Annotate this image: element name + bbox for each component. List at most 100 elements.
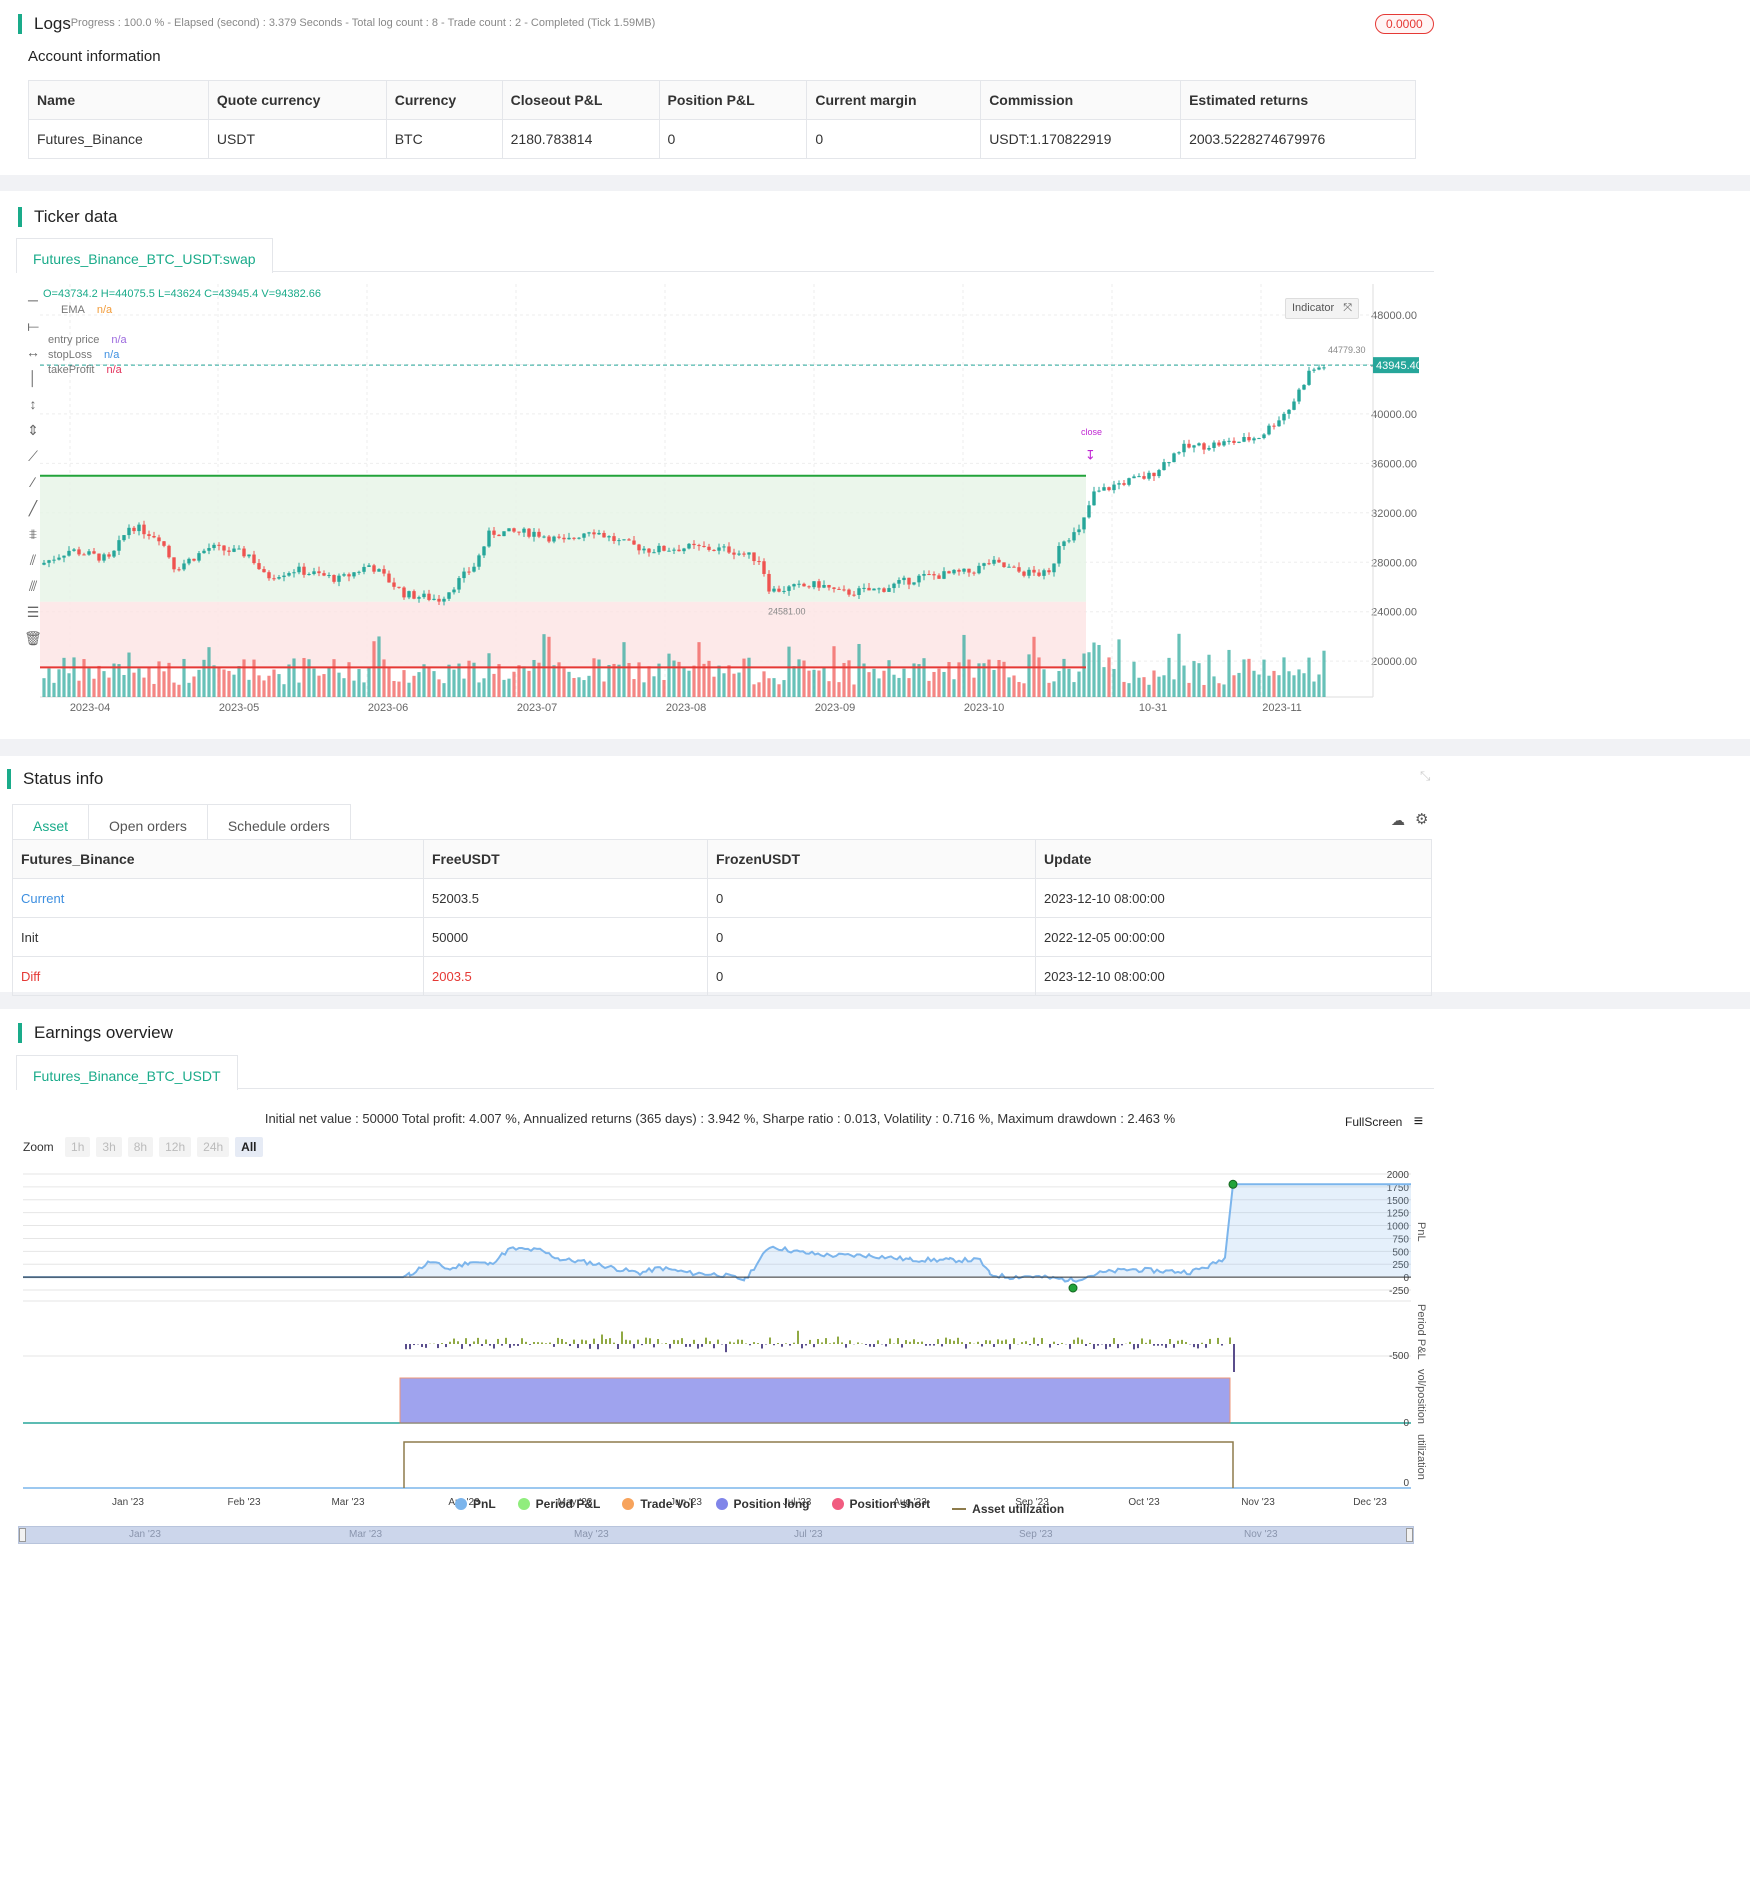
vertical-ray-icon[interactable]: ⇕ <box>27 422 39 438</box>
volume-bar <box>552 665 556 697</box>
fullscreen-button[interactable]: FullScreen ≡ <box>1345 1113 1423 1131</box>
volume-bar <box>407 682 411 697</box>
trend-line-icon[interactable]: ⟋ <box>28 448 38 464</box>
fib-retracement-icon[interactable]: ☰ <box>26 604 40 620</box>
candle-body <box>1137 476 1141 478</box>
volume-bar <box>1047 682 1051 697</box>
volume-bar <box>1277 675 1281 697</box>
status-tab[interactable]: Schedule orders <box>206 804 351 847</box>
gear-icon[interactable]: ⚙ <box>1415 811 1429 828</box>
volume-bar <box>1077 671 1081 697</box>
period-bar <box>701 1344 703 1347</box>
navigator-right-handle[interactable] <box>1406 1528 1413 1542</box>
candle-body <box>1297 389 1301 402</box>
candlestick-chart[interactable]: 48000.0044000.0040000.0036000.0032000.00… <box>40 279 1440 739</box>
parallel-channel-icon[interactable]: ⫽ <box>29 552 37 568</box>
navigator-left-handle[interactable] <box>19 1528 26 1542</box>
logs-badge[interactable]: 0.0000 <box>1375 14 1434 34</box>
ticker-tab[interactable]: Futures_Binance_BTC_USDT:swap <box>16 238 273 273</box>
period-bar <box>1221 1344 1223 1346</box>
earnings-tab[interactable]: Futures_Binance_BTC_USDT <box>16 1055 238 1090</box>
candle-body <box>142 524 146 535</box>
candle-body <box>1262 434 1266 439</box>
legend-item[interactable]: Position short <box>831 1497 930 1511</box>
candle-body <box>1317 367 1321 370</box>
candle-body <box>922 574 926 576</box>
close-marker-label: close <box>1081 427 1102 437</box>
volume-bar <box>1302 673 1306 697</box>
pnl-tick-label: 0 <box>1403 1273 1409 1284</box>
util-tick-label: 0 <box>1403 1478 1409 1489</box>
trash-icon[interactable]: 🗑 <box>24 630 42 646</box>
period-bar <box>505 1337 507 1344</box>
cloud-download-icon[interactable]: ☁ <box>1391 812 1405 828</box>
volume-bar <box>877 678 881 697</box>
horizontal-ray-icon[interactable]: ⟝ <box>27 318 39 334</box>
candle-body <box>322 573 326 576</box>
candle-body <box>1227 440 1231 442</box>
zoom-button-All[interactable]: All <box>235 1137 263 1157</box>
volume-bar <box>427 667 431 697</box>
volume-bar <box>897 677 901 697</box>
candle-body <box>1047 570 1051 573</box>
util-line <box>403 1441 1234 1488</box>
account-cell: 0 <box>658 119 808 159</box>
period-bar <box>1053 1341 1055 1344</box>
indicator-legend-item: stopLoss n/a <box>48 348 127 363</box>
ray-line-icon[interactable]: ∕ <box>31 474 35 490</box>
period-bar <box>693 1339 695 1344</box>
legend-item[interactable]: Trade Vol <box>622 1497 694 1511</box>
x-tick-label: 2023-09 <box>815 702 855 714</box>
legend-item[interactable]: Period P&L <box>517 1497 600 1511</box>
candle-body <box>872 588 876 591</box>
zoom-button-8h[interactable]: 8h <box>127 1137 154 1157</box>
indicator-legend-item: EMA n/a <box>48 303 127 318</box>
candle-body <box>242 548 246 557</box>
period-bar <box>409 1344 411 1350</box>
candle-body <box>692 543 696 546</box>
candle-body <box>1252 438 1256 441</box>
extended-line-icon[interactable]: ╱ <box>28 500 38 516</box>
volume-bar <box>517 665 521 697</box>
volume-bar <box>1187 682 1191 697</box>
legend-dot-symbol <box>517 1498 530 1510</box>
indicator-button[interactable]: Indicator ⤧ <box>1285 298 1360 319</box>
legend-item[interactable]: Asset utilization <box>952 1502 1064 1516</box>
vertical-segment-icon[interactable]: ↕ <box>29 396 37 412</box>
volume-bar <box>752 684 756 697</box>
candle-body <box>207 548 211 551</box>
volume-bar <box>262 680 266 697</box>
legend-item[interactable]: Position long <box>715 1497 810 1511</box>
y-tick-label: 40000.00 <box>1371 409 1417 421</box>
legend-item[interactable]: PnL <box>455 1497 496 1511</box>
horizontal-line-icon[interactable]: ─ <box>28 292 38 308</box>
period-bar <box>517 1344 519 1346</box>
horizontal-segment-icon[interactable]: ↔ <box>26 344 40 360</box>
zoom-button-12h[interactable]: 12h <box>159 1137 192 1157</box>
high-price-label: 44779.30 <box>1328 345 1366 355</box>
period-bar <box>1121 1344 1123 1346</box>
candle-body <box>172 557 176 570</box>
volume-bar <box>477 682 481 697</box>
volume-bar <box>1267 675 1271 697</box>
collapse-icon[interactable]: ⤡ <box>1420 768 1431 783</box>
candle-body <box>1197 443 1201 446</box>
volume-bar <box>802 660 806 697</box>
volume-bar <box>1257 674 1261 697</box>
price-channel-icon[interactable]: ⩨ <box>29 526 37 542</box>
candle-body <box>397 586 401 588</box>
volume-bar <box>52 682 56 697</box>
candle-body <box>982 563 986 566</box>
zoom-button-24h[interactable]: 24h <box>197 1137 230 1157</box>
fib-channel-icon[interactable]: ⫻ <box>28 578 38 594</box>
candle-body <box>472 566 476 572</box>
vertical-line-icon[interactable]: │ <box>28 370 38 386</box>
candle-body <box>292 572 296 574</box>
navigator[interactable]: Jan '23 Mar '23 May '23 Jul '23 Sep '23 Nov '… <box>18 1526 1414 1544</box>
volume-bar <box>597 659 601 697</box>
volume-bar <box>1292 675 1296 697</box>
zoom-button-1h[interactable]: 1h <box>65 1137 91 1157</box>
legend-line-symbol <box>952 1508 967 1510</box>
zoom-button-3h[interactable]: 3h <box>96 1137 122 1157</box>
